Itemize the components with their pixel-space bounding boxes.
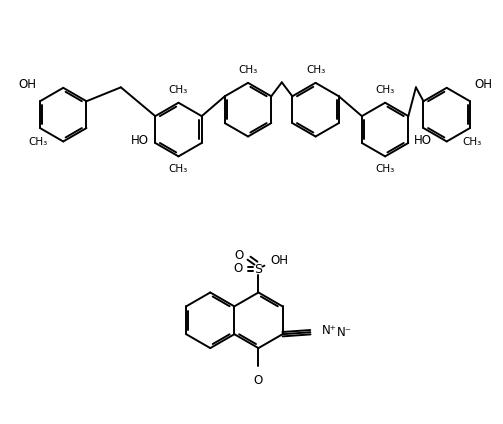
Text: HO: HO [131,134,149,148]
Text: N⁻: N⁻ [337,326,352,339]
Text: O: O [233,262,242,275]
Text: CH₃: CH₃ [238,65,258,75]
Text: O: O [234,249,243,262]
Text: CH₃: CH₃ [376,165,395,174]
Text: OH: OH [474,78,492,91]
Text: N⁺: N⁺ [322,324,337,337]
Text: HO: HO [414,134,432,148]
Text: S: S [255,263,263,276]
Text: CH₃: CH₃ [169,85,188,95]
Text: O: O [254,374,263,387]
Text: OH: OH [270,254,288,267]
Text: CH₃: CH₃ [462,137,481,147]
Text: CH₃: CH₃ [28,137,48,147]
Text: CH₃: CH₃ [306,65,325,75]
Text: OH: OH [18,78,36,91]
Text: CH₃: CH₃ [376,85,395,95]
Text: CH₃: CH₃ [169,165,188,174]
